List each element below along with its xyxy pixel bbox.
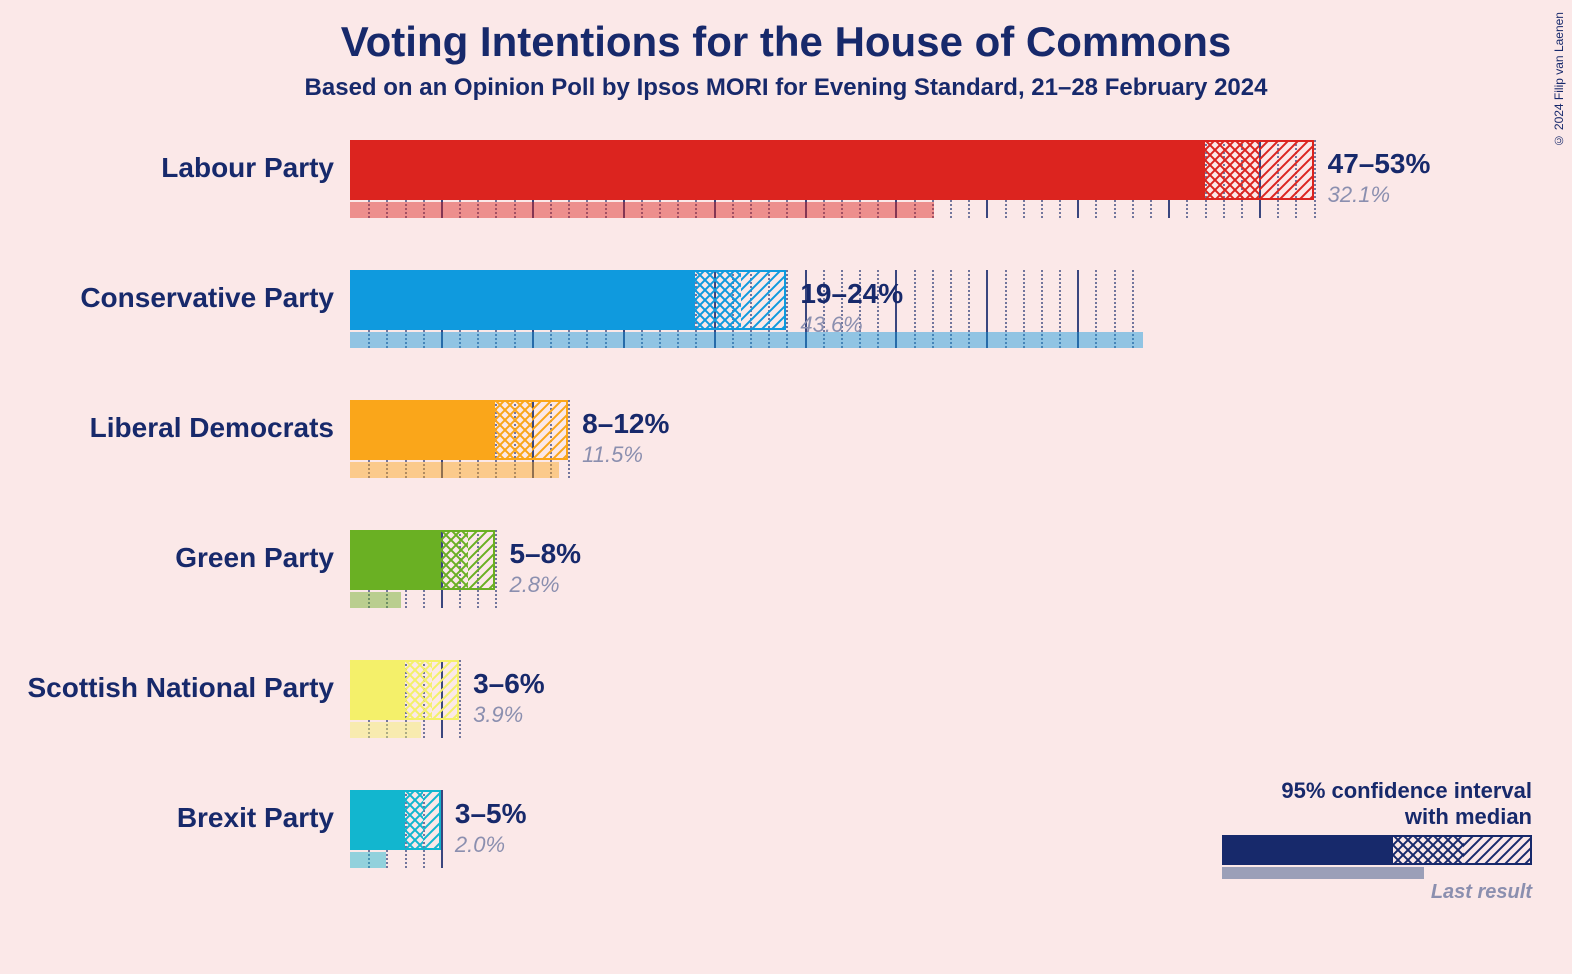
value-last: 11.5% [582,442,643,468]
bar-last-result [350,202,934,218]
party-label: Scottish National Party [27,672,334,704]
legend-ci-line2: with median [1222,804,1532,829]
bar-last-result [350,592,401,608]
bar-outline [350,400,568,460]
party-label: Green Party [175,542,334,574]
legend-bar-outline [1222,835,1532,865]
value-last: 2.0% [455,832,505,858]
row-gridlines [350,530,1350,608]
bar-last-result [350,462,559,478]
party-label: Brexit Party [177,802,334,834]
bar-last-result [350,722,421,738]
legend-ci-line1: 95% confidence interval [1222,778,1532,803]
party-row: Labour Party47–53%32.1% [350,140,1500,220]
value-range: 19–24% [800,278,903,310]
legend-bars [1222,835,1532,879]
party-row: Green Party5–8%2.8% [350,530,1500,610]
bar-last-result [350,332,1143,348]
legend: 95% confidence interval with median Last… [1222,778,1532,904]
party-row: Conservative Party19–24%43.6% [350,270,1500,350]
bar-last-result [350,852,386,868]
legend-bar-last [1222,867,1424,879]
value-range: 8–12% [582,408,669,440]
party-row: Scottish National Party3–6%3.9% [350,660,1500,740]
value-range: 3–5% [455,798,527,830]
chart-subtitle: Based on an Opinion Poll by Ipsos MORI f… [0,74,1572,102]
value-range: 3–6% [473,668,545,700]
value-range: 5–8% [509,538,581,570]
bar-outline [350,140,1314,200]
value-last: 2.8% [509,572,559,598]
party-label: Liberal Democrats [90,412,334,444]
value-last: 3.9% [473,702,523,728]
party-row: Liberal Democrats8–12%11.5% [350,400,1500,480]
value-last: 43.6% [800,312,862,338]
copyright-text: © 2024 Filip van Laenen [1552,12,1566,147]
party-label: Conservative Party [80,282,334,314]
bar-outline [350,270,786,330]
bar-outline [350,660,459,720]
party-label: Labour Party [161,152,334,184]
legend-last-label: Last result [1222,881,1532,904]
bar-outline [350,790,441,850]
value-range: 47–53% [1328,148,1431,180]
chart-title: Voting Intentions for the House of Commo… [0,18,1572,66]
bar-outline [350,530,495,590]
chart-container: Voting Intentions for the House of Commo… [0,0,1572,974]
value-last: 32.1% [1328,182,1390,208]
